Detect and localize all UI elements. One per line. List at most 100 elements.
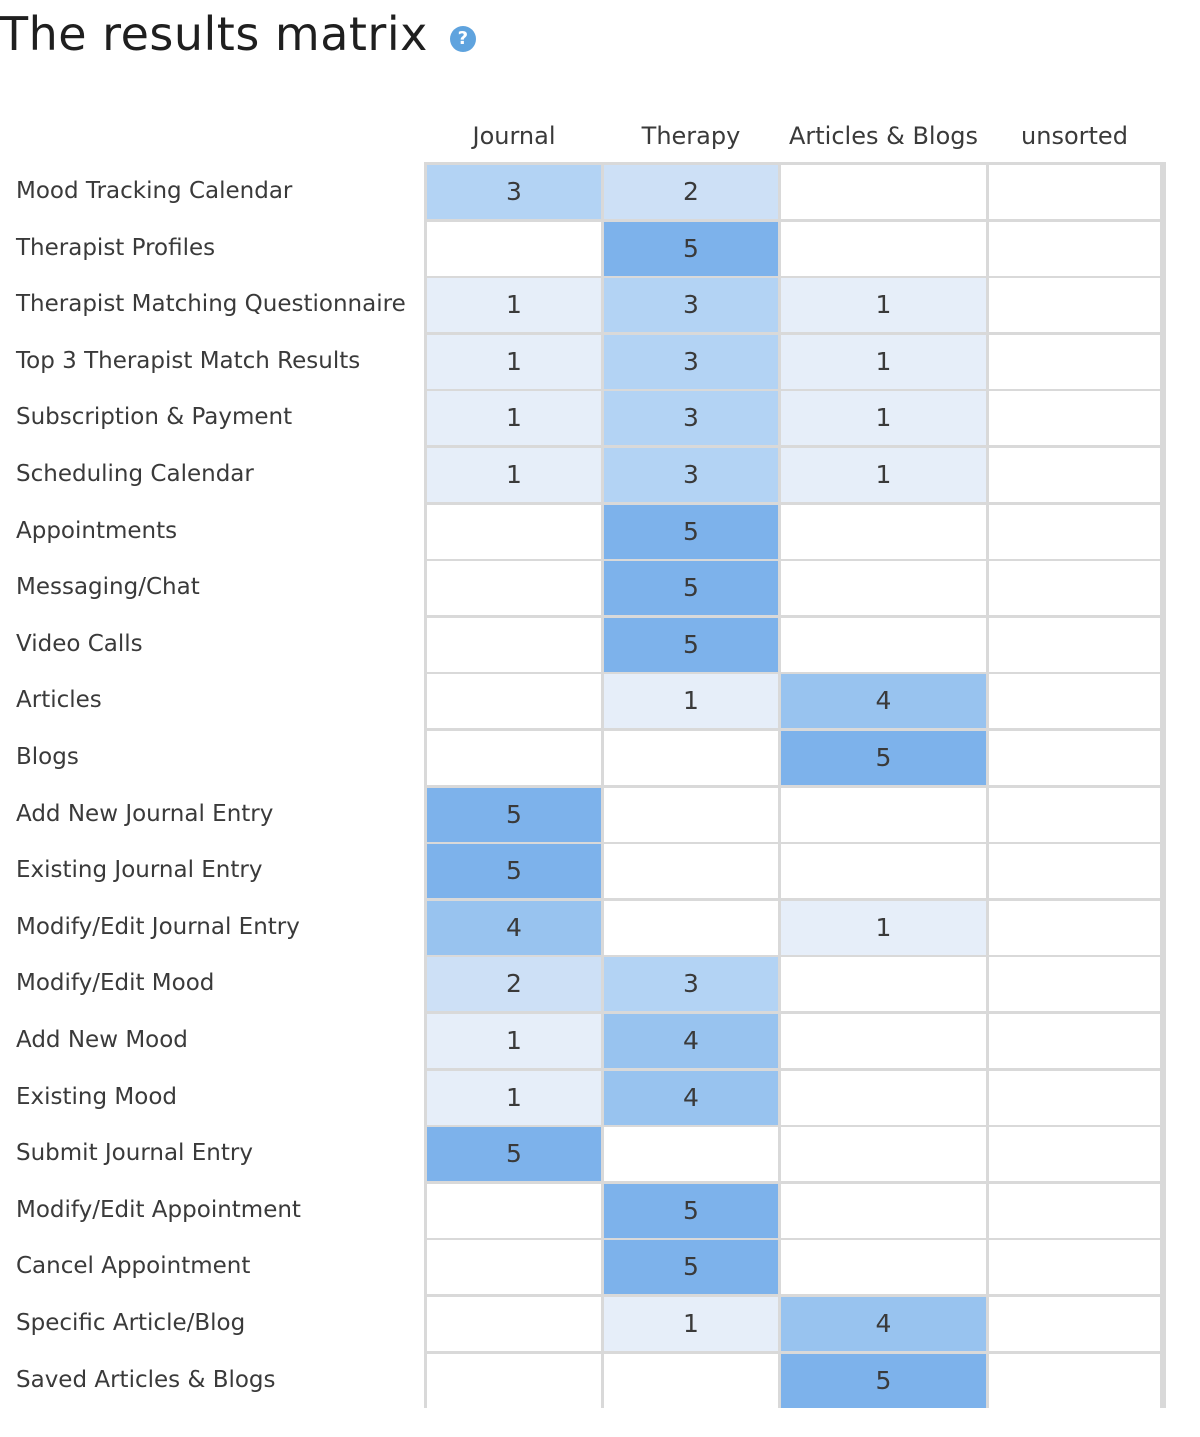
matrix-cell-20-3 xyxy=(989,1297,1160,1351)
row-label-4: Subscription & Payment xyxy=(16,404,293,431)
matrix-cell-1-0 xyxy=(427,222,601,276)
matrix-cell-16-1: 4 xyxy=(604,1071,778,1125)
matrix-cell-12-0: 5 xyxy=(427,844,601,898)
matrix-cell-8-0 xyxy=(427,618,601,672)
matrix-cell-12-1 xyxy=(604,844,778,898)
matrix-cell-6-1: 5 xyxy=(604,505,778,559)
matrix-cell-19-1: 5 xyxy=(604,1240,778,1294)
matrix-cell-4-3 xyxy=(989,391,1160,445)
matrix-cell-19-2 xyxy=(781,1240,986,1294)
help-icon[interactable]: ? xyxy=(449,26,476,52)
matrix-cell-16-3 xyxy=(989,1071,1160,1125)
matrix-cell-5-2: 1 xyxy=(781,448,986,502)
matrix-cell-17-3 xyxy=(989,1127,1160,1181)
matrix-cell-7-3 xyxy=(989,561,1160,615)
column-header-1: Therapy xyxy=(641,122,741,150)
column-header-3: unsorted xyxy=(1021,122,1128,150)
matrix-cell-3-1: 3 xyxy=(604,335,778,389)
matrix-cell-7-2 xyxy=(781,561,986,615)
row-label-2: Therapist Matching Questionnaire xyxy=(16,291,406,318)
matrix-cell-17-2 xyxy=(781,1127,986,1181)
matrix-cell-2-3 xyxy=(989,278,1160,332)
matrix-cell-18-2 xyxy=(781,1184,986,1238)
matrix-cell-13-3 xyxy=(989,901,1160,955)
matrix-cell-14-3 xyxy=(989,957,1160,1011)
matrix-cell-14-1: 3 xyxy=(604,957,778,1011)
matrix-cell-5-3 xyxy=(989,448,1160,502)
matrix-cell-8-1: 5 xyxy=(604,618,778,672)
row-label-18: Modify/Edit Appointment xyxy=(16,1196,301,1223)
matrix-cell-15-3 xyxy=(989,1014,1160,1068)
matrix-cell-14-0: 2 xyxy=(427,957,601,1011)
matrix-cell-18-0 xyxy=(427,1184,601,1238)
matrix-cell-12-2 xyxy=(781,844,986,898)
matrix-cell-17-1 xyxy=(604,1127,778,1181)
row-label-7: Messaging/Chat xyxy=(16,574,200,601)
row-label-9: Articles xyxy=(16,687,102,714)
matrix-cell-0-1: 2 xyxy=(604,165,778,219)
matrix-cell-20-1: 1 xyxy=(604,1297,778,1351)
matrix-cell-3-0: 1 xyxy=(427,335,601,389)
matrix-cell-6-3 xyxy=(989,505,1160,559)
matrix-cell-3-3 xyxy=(989,335,1160,389)
matrix-cell-8-3 xyxy=(989,618,1160,672)
row-label-5: Scheduling Calendar xyxy=(16,461,254,487)
matrix-cell-10-3 xyxy=(989,731,1160,785)
row-label-6: Appointments xyxy=(16,517,178,544)
page-title: The results matrix xyxy=(0,7,428,61)
matrix-cell-21-3 xyxy=(989,1354,1160,1408)
row-label-17: Submit Journal Entry xyxy=(16,1140,253,1167)
row-label-21: Saved Articles & Blogs xyxy=(16,1366,276,1393)
matrix-cell-10-1 xyxy=(604,731,778,785)
matrix-cell-0-0: 3 xyxy=(427,165,601,219)
matrix-cell-13-1 xyxy=(604,901,778,955)
matrix-cell-10-2: 5 xyxy=(781,731,986,785)
matrix-cell-4-2: 1 xyxy=(781,391,986,445)
row-label-0: Mood Tracking Calendar xyxy=(16,178,293,204)
matrix-cell-21-1 xyxy=(604,1354,778,1408)
matrix-cell-9-1: 1 xyxy=(604,674,778,728)
matrix-cell-1-1: 5 xyxy=(604,222,778,276)
matrix-cell-16-2 xyxy=(781,1071,986,1125)
matrix-cell-4-1: 3 xyxy=(604,391,778,445)
row-label-11: Add New Journal Entry xyxy=(16,800,274,827)
row-label-20: Specific Article/Blog xyxy=(16,1310,246,1336)
matrix-cell-16-0: 1 xyxy=(427,1071,601,1125)
matrix-cell-13-2: 1 xyxy=(781,901,986,955)
matrix-cell-12-3 xyxy=(989,844,1160,898)
row-label-15: Add New Mood xyxy=(16,1027,188,1053)
matrix-cell-15-0: 1 xyxy=(427,1014,601,1068)
matrix-cell-4-0: 1 xyxy=(427,391,601,445)
row-label-3: Top 3 Therapist Match Results xyxy=(16,347,361,374)
matrix-cell-5-1: 3 xyxy=(604,448,778,502)
title-row: The results matrix ? xyxy=(0,4,476,64)
row-label-1: Therapist Profiles xyxy=(16,234,216,261)
matrix-cell-1-2 xyxy=(781,222,986,276)
matrix-cell-17-0: 5 xyxy=(427,1127,601,1181)
matrix-cell-15-2 xyxy=(781,1014,986,1068)
matrix-cell-19-3 xyxy=(989,1240,1160,1294)
matrix-cell-9-0 xyxy=(427,674,601,728)
row-label-8: Video Calls xyxy=(16,630,143,657)
matrix-cell-6-0 xyxy=(427,505,601,559)
matrix-cell-9-3 xyxy=(989,674,1160,728)
row-label-19: Cancel Appointment xyxy=(16,1253,251,1280)
matrix-cell-18-1: 5 xyxy=(604,1184,778,1238)
row-label-12: Existing Journal Entry xyxy=(16,857,263,884)
matrix-cell-20-0 xyxy=(427,1297,601,1351)
matrix-cell-7-0 xyxy=(427,561,601,615)
matrix-cell-2-1: 3 xyxy=(604,278,778,332)
matrix-cell-8-2 xyxy=(781,618,986,672)
matrix-cell-7-1: 5 xyxy=(604,561,778,615)
row-label-13: Modify/Edit Journal Entry xyxy=(16,913,300,940)
matrix-cell-11-0: 5 xyxy=(427,788,601,842)
matrix-cell-2-0: 1 xyxy=(427,278,601,332)
matrix-cell-9-2: 4 xyxy=(781,674,986,728)
matrix-cell-14-2 xyxy=(781,957,986,1011)
row-label-10: Blogs xyxy=(16,744,79,770)
matrix-cell-18-3 xyxy=(989,1184,1160,1238)
matrix-cell-10-0 xyxy=(427,731,601,785)
matrix-cell-13-0: 4 xyxy=(427,901,601,955)
row-label-16: Existing Mood xyxy=(16,1083,177,1110)
matrix-cell-21-0 xyxy=(427,1354,601,1408)
